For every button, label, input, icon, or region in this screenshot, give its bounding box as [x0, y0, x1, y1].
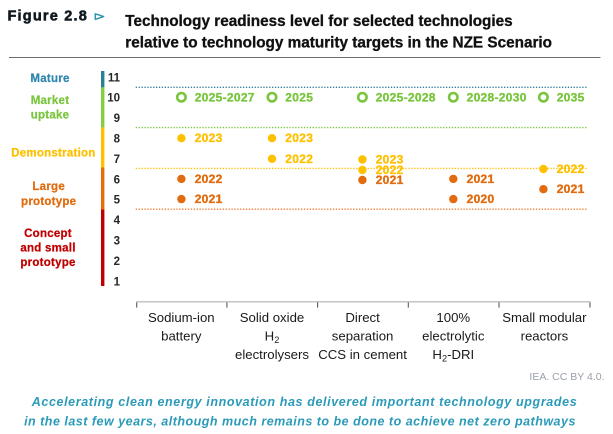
svg-text:2021: 2021	[195, 192, 223, 206]
svg-text:6: 6	[114, 174, 120, 186]
svg-text:electrolysers: electrolysers	[235, 347, 309, 362]
svg-text:relative to technology maturit: relative to technology maturity targets …	[125, 34, 552, 51]
svg-text:prototype: prototype	[20, 257, 75, 269]
svg-text:Figure 2.8: Figure 2.8	[8, 9, 89, 25]
svg-text:uptake: uptake	[31, 110, 70, 122]
svg-text:electrolytic: electrolytic	[422, 328, 485, 343]
svg-text:2022: 2022	[557, 162, 585, 176]
svg-text:2025-2028: 2025-2028	[376, 91, 436, 105]
svg-text:5: 5	[114, 195, 121, 207]
svg-text:2021: 2021	[467, 172, 495, 186]
svg-text:Large: Large	[32, 181, 65, 193]
svg-text:2022: 2022	[285, 152, 313, 166]
svg-text:Demonstration: Demonstration	[11, 148, 95, 160]
svg-text:prototype: prototype	[21, 196, 76, 208]
svg-text:2022: 2022	[195, 172, 223, 186]
svg-text:2023: 2023	[376, 153, 404, 167]
svg-text:battery: battery	[161, 328, 202, 343]
svg-text:H2-DRI: H2-DRI	[432, 347, 474, 363]
svg-text:2035: 2035	[557, 91, 585, 105]
svg-text:2: 2	[114, 256, 120, 268]
svg-text:2020: 2020	[467, 192, 495, 206]
svg-text:2022: 2022	[376, 163, 404, 177]
svg-text:1: 1	[114, 276, 121, 288]
svg-text:CCS in cement: CCS in cement	[318, 347, 407, 362]
svg-text:2023: 2023	[285, 131, 313, 145]
svg-text:Concept: Concept	[24, 228, 72, 240]
svg-text:2021: 2021	[557, 182, 585, 196]
svg-text:Small modular: Small modular	[502, 310, 587, 325]
svg-text:9: 9	[114, 113, 120, 125]
svg-text:100%: 100%	[436, 310, 470, 325]
svg-text:2025-2027: 2025-2027	[195, 91, 255, 105]
svg-text:2028-2030: 2028-2030	[467, 91, 527, 105]
svg-text:Technology readiness level for: Technology readiness level for selected …	[125, 13, 512, 30]
svg-text:10: 10	[107, 93, 120, 105]
svg-text:2025: 2025	[285, 91, 313, 105]
svg-text:IEA. CC BY 4.0.: IEA. CC BY 4.0.	[529, 371, 604, 383]
svg-text:3: 3	[114, 236, 120, 248]
svg-text:Accelerating clean energy inno: Accelerating clean energy innovation has…	[31, 395, 578, 409]
svg-text:reactors: reactors	[521, 328, 569, 343]
svg-text:Sodium-ion: Sodium-ion	[148, 310, 215, 325]
svg-text:in the last few years, althoug: in the last few years, although much rem…	[24, 414, 576, 428]
svg-text:2023: 2023	[195, 131, 223, 145]
svg-text:Direct: Direct	[345, 310, 380, 325]
svg-text:2021: 2021	[376, 173, 404, 187]
svg-text:Solid oxide: Solid oxide	[240, 310, 305, 325]
svg-text:11: 11	[108, 72, 121, 84]
svg-text:7: 7	[114, 154, 120, 166]
svg-text:and small: and small	[20, 242, 75, 254]
svg-text:separation: separation	[332, 328, 394, 343]
svg-text:Mature: Mature	[30, 73, 69, 85]
svg-text:4: 4	[114, 215, 121, 227]
svg-text:8: 8	[114, 134, 121, 146]
svg-text:Market: Market	[31, 95, 70, 107]
svg-text:H2: H2	[265, 328, 280, 344]
